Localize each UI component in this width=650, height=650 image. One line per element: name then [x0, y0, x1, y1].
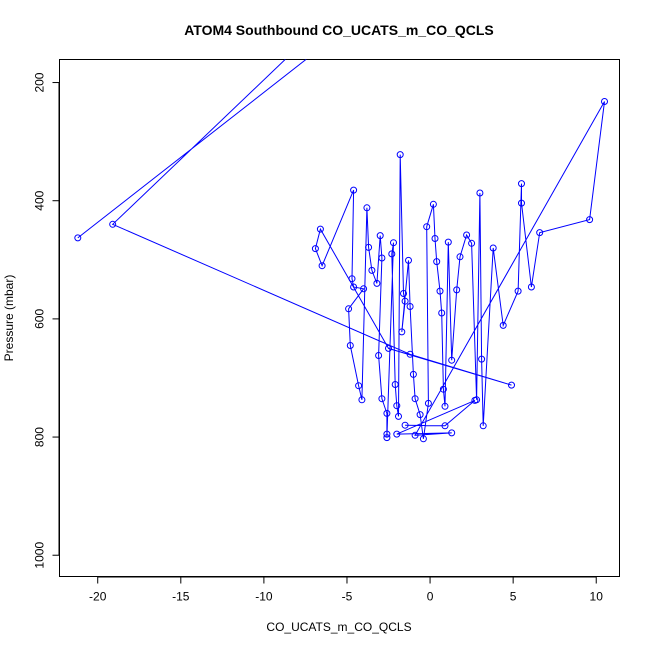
- y-axis: 200 400 600 800 1000: [33, 72, 60, 569]
- data-point: [348, 275, 356, 283]
- y-tick-label: 400: [33, 190, 47, 210]
- data-point: [536, 229, 544, 237]
- data-point: [365, 243, 373, 251]
- x-axis-label: CO_UCATS_m_CO_QCLS: [266, 620, 411, 634]
- data-point: [471, 396, 479, 404]
- x-tick-label: -10: [255, 590, 273, 604]
- data-point: [358, 396, 366, 404]
- data-point: [601, 98, 608, 105]
- series-line: [77, 59, 605, 439]
- data-point: [453, 286, 461, 294]
- data-point: [368, 266, 376, 274]
- chart-title: ATOM4 Southbound CO_UCATS_m_CO_QCLS: [184, 22, 494, 38]
- data-point: [518, 180, 525, 188]
- data-point: [360, 285, 368, 293]
- plot-area: [74, 53, 608, 443]
- data-point: [393, 402, 401, 410]
- data-point: [489, 244, 497, 252]
- data-point: [405, 256, 412, 264]
- data-point: [375, 352, 383, 359]
- data-point: [433, 258, 441, 266]
- data-point: [74, 234, 82, 242]
- data-point: [398, 328, 406, 336]
- data-point: [499, 321, 507, 329]
- data-point: [376, 232, 384, 240]
- data-point: [318, 262, 326, 270]
- data-point: [109, 220, 117, 228]
- data-point: [391, 381, 399, 388]
- data-point: [441, 402, 449, 410]
- data-point: [431, 235, 439, 242]
- data-point: [448, 356, 456, 364]
- data-point: [586, 216, 594, 224]
- data-point: [383, 409, 391, 417]
- data-point: [527, 283, 535, 291]
- data-point: [311, 245, 319, 253]
- data-point: [476, 189, 484, 197]
- data-point: [400, 290, 407, 297]
- data-point: [395, 412, 402, 420]
- data-point: [396, 151, 404, 159]
- data-point: [355, 382, 363, 390]
- data-point: [401, 297, 409, 305]
- data-point: [448, 429, 456, 437]
- data-point: [441, 422, 449, 430]
- data-point: [390, 239, 397, 247]
- data-point: [444, 238, 452, 246]
- data-point: [439, 385, 447, 393]
- y-tick-label: 1000: [33, 542, 47, 569]
- data-point: [383, 434, 391, 442]
- data-point: [286, 53, 292, 59]
- data-point: [468, 239, 476, 247]
- data-point: [316, 225, 324, 233]
- data-point: [514, 287, 522, 295]
- x-tick-label: -20: [89, 590, 107, 604]
- data-point: [406, 303, 414, 310]
- data-point: [346, 342, 354, 349]
- x-tick-label: 0: [427, 590, 434, 604]
- data-point: [411, 431, 419, 439]
- data-point: [508, 381, 515, 389]
- data-point: [363, 204, 371, 212]
- x-axis: -20 -15 -10 -5 0 5 10: [89, 576, 604, 604]
- data-point: [378, 254, 386, 262]
- x-tick-label: -15: [172, 590, 190, 604]
- data-point: [419, 435, 427, 443]
- data-point: [350, 186, 358, 194]
- data-point: [406, 350, 414, 358]
- y-tick-label: 200: [33, 72, 47, 92]
- data-point: [383, 430, 391, 438]
- x-tick-label: -5: [342, 590, 353, 604]
- data-point: [518, 199, 525, 207]
- x-tick-label: 10: [590, 590, 604, 604]
- data-point: [378, 395, 386, 403]
- data-point: [401, 421, 409, 429]
- data-point: [393, 430, 401, 438]
- data-point: [385, 344, 392, 352]
- data-point: [423, 223, 431, 231]
- y-axis-label: Pressure (mbar): [2, 275, 16, 362]
- y-tick-label: 800: [33, 427, 47, 447]
- data-point: [479, 422, 487, 430]
- data-point: [388, 250, 396, 258]
- data-point: [307, 53, 313, 59]
- data-point: [438, 309, 446, 317]
- data-point: [411, 395, 419, 403]
- data-point: [463, 231, 471, 239]
- data-point: [373, 279, 381, 287]
- data-point: [409, 370, 417, 378]
- data-point: [424, 399, 432, 407]
- data-point: [416, 411, 424, 419]
- y-tick-label: 600: [33, 309, 47, 329]
- data-point: [478, 355, 486, 363]
- data-point: [429, 200, 437, 208]
- data-point: [350, 283, 358, 291]
- data-point: [345, 305, 353, 313]
- data-point: [436, 287, 444, 295]
- x-tick-label: 5: [510, 590, 517, 604]
- data-point: [456, 253, 464, 261]
- plot-frame: [59, 59, 620, 577]
